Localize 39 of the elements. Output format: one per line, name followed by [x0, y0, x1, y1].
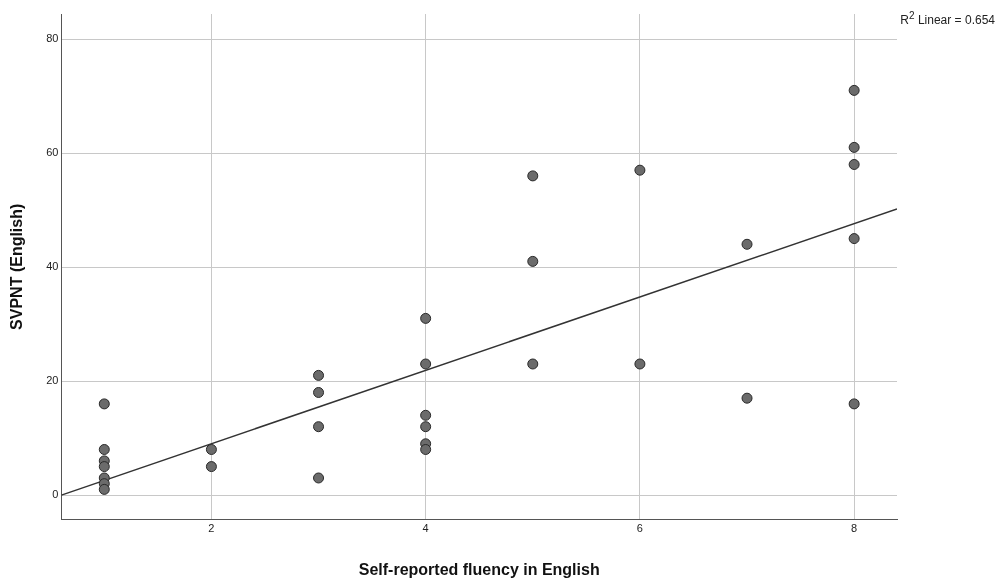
point — [205, 443, 217, 455]
point — [313, 472, 325, 484]
point — [741, 238, 753, 250]
point — [848, 84, 860, 96]
point — [848, 233, 860, 245]
y-axis-title: SVPNT (English) — [8, 203, 26, 330]
point — [205, 461, 217, 473]
y-tick-label: 40 — [46, 260, 59, 273]
point — [313, 386, 325, 398]
point — [313, 369, 325, 381]
point — [527, 170, 539, 182]
y-tick-label: 60 — [46, 146, 59, 159]
x-tick-label: 4 — [422, 522, 429, 535]
point — [98, 398, 110, 410]
y-tick-label: 80 — [46, 32, 59, 45]
point — [98, 483, 110, 495]
point — [98, 443, 110, 455]
point — [420, 358, 432, 370]
point — [420, 409, 432, 421]
text: R$^{2}$ Linear = 0.654 — [900, 10, 995, 27]
point — [313, 421, 325, 433]
x-axis-title: Self-reported fluency in English — [358, 560, 600, 578]
point — [848, 141, 860, 153]
point — [634, 164, 646, 176]
x-tick-label: 8 — [851, 522, 858, 535]
point — [420, 312, 432, 324]
y-tick-label: 20 — [46, 374, 59, 387]
point — [98, 461, 110, 473]
point — [741, 392, 753, 404]
x-tick-label: 2 — [208, 522, 215, 535]
y-tick-label: 0 — [52, 488, 59, 501]
point — [848, 158, 860, 170]
point — [420, 421, 432, 433]
x-tick-label: 6 — [636, 522, 643, 535]
point — [527, 255, 539, 267]
point — [848, 398, 860, 410]
point — [634, 358, 646, 370]
point — [420, 443, 432, 455]
point — [527, 358, 539, 370]
